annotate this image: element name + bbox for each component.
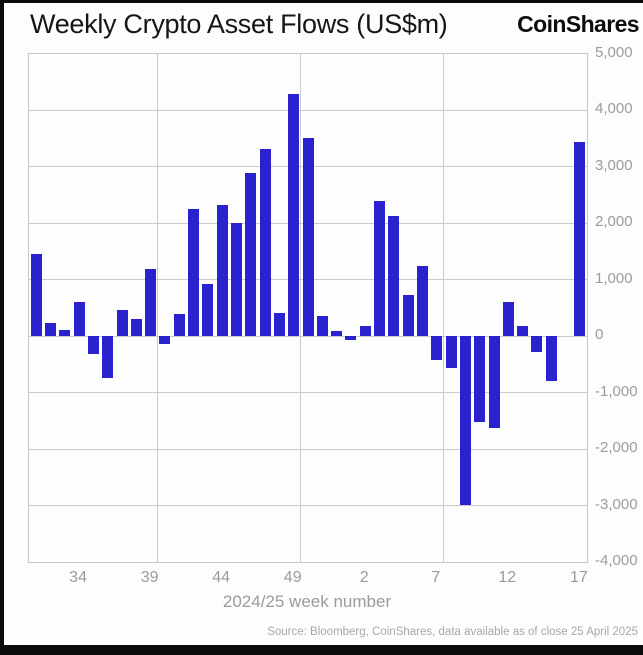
x-tick-label: 49 bbox=[283, 569, 302, 586]
h-gridline bbox=[29, 448, 587, 450]
bar-week-1 bbox=[345, 336, 357, 341]
bar-week-49 bbox=[288, 94, 300, 337]
bar-week-9 bbox=[459, 336, 471, 505]
bar-week-38 bbox=[130, 319, 142, 337]
h-gridline bbox=[29, 505, 587, 507]
y-tick-label: 0 bbox=[595, 326, 604, 344]
y-tick-label: -1,000 bbox=[595, 382, 638, 400]
bar-week-36 bbox=[102, 336, 114, 378]
bar-week-6 bbox=[416, 265, 428, 337]
bar-week-46 bbox=[245, 173, 257, 337]
x-tick-label: 34 bbox=[69, 569, 87, 586]
x-axis-title: 2024/25 week number bbox=[222, 592, 392, 611]
bar-week-43 bbox=[202, 283, 214, 337]
y-tick-label: -4,000 bbox=[595, 552, 638, 569]
bar-week-4 bbox=[388, 215, 400, 337]
x-tick-label: 39 bbox=[140, 569, 159, 586]
bar-week-11 bbox=[488, 336, 500, 428]
y-tick-label: -2,000 bbox=[595, 439, 638, 457]
y-tick-label: 2,000 bbox=[595, 213, 633, 231]
bar-week-15 bbox=[545, 336, 557, 382]
y-tick-label: 5,000 bbox=[595, 44, 633, 61]
chart-title: Weekly Crypto Asset Flows (US$m) bbox=[30, 9, 448, 39]
h-gridline bbox=[29, 392, 587, 394]
x-tick-label: 44 bbox=[212, 569, 231, 586]
bar-week-45 bbox=[230, 223, 242, 337]
bar-week-13 bbox=[517, 326, 529, 337]
bar-week-8 bbox=[445, 336, 457, 368]
bar-week-2 bbox=[359, 326, 371, 337]
frame-bottom bbox=[0, 645, 643, 655]
bar-week-14 bbox=[531, 336, 543, 353]
bar-week-7 bbox=[431, 336, 443, 360]
bar-week-12 bbox=[502, 301, 514, 337]
bar-week-5 bbox=[402, 295, 414, 337]
bar-week-40 bbox=[159, 336, 171, 345]
bar-week-34 bbox=[73, 302, 85, 337]
bar-week-10 bbox=[474, 336, 486, 422]
y-tick-label: 1,000 bbox=[595, 269, 633, 287]
source-note: Source: Bloomberg, CoinShares, data avai… bbox=[267, 626, 638, 638]
plot-area bbox=[28, 53, 588, 563]
bar-week-33 bbox=[59, 330, 71, 337]
bar-week-52 bbox=[331, 331, 343, 337]
x-tick-label: 17 bbox=[569, 569, 588, 586]
bar-week-17 bbox=[574, 142, 586, 337]
bar-week-3 bbox=[374, 201, 386, 337]
x-tick-label: 12 bbox=[498, 569, 517, 586]
x-tick-label: 2 bbox=[359, 569, 369, 586]
bar-week-31 bbox=[30, 253, 42, 337]
bar-week-51 bbox=[316, 315, 328, 337]
coinshares-logo: CoinShares bbox=[517, 11, 639, 37]
frame-top bbox=[0, 0, 643, 3]
x-tick-label: 7 bbox=[431, 569, 441, 586]
v-gridline bbox=[443, 54, 445, 562]
bar-week-48 bbox=[273, 313, 285, 337]
v-gridline bbox=[300, 54, 302, 562]
bar-week-32 bbox=[44, 322, 56, 337]
h-gridline bbox=[29, 335, 587, 337]
frame-left bbox=[0, 0, 4, 655]
bar-week-42 bbox=[188, 209, 200, 337]
y-tick-label: 3,000 bbox=[595, 156, 633, 174]
bar-week-44 bbox=[216, 204, 228, 337]
bar-week-50 bbox=[302, 137, 314, 337]
bar-week-37 bbox=[116, 310, 128, 337]
bar-week-39 bbox=[145, 269, 157, 337]
bar-week-41 bbox=[173, 314, 185, 337]
h-gridline bbox=[29, 109, 587, 111]
y-tick-label: -3,000 bbox=[595, 495, 638, 513]
bar-week-35 bbox=[87, 336, 99, 354]
y-tick-label: 4,000 bbox=[595, 100, 633, 118]
bar-week-47 bbox=[259, 148, 271, 337]
v-gridline bbox=[157, 54, 159, 562]
